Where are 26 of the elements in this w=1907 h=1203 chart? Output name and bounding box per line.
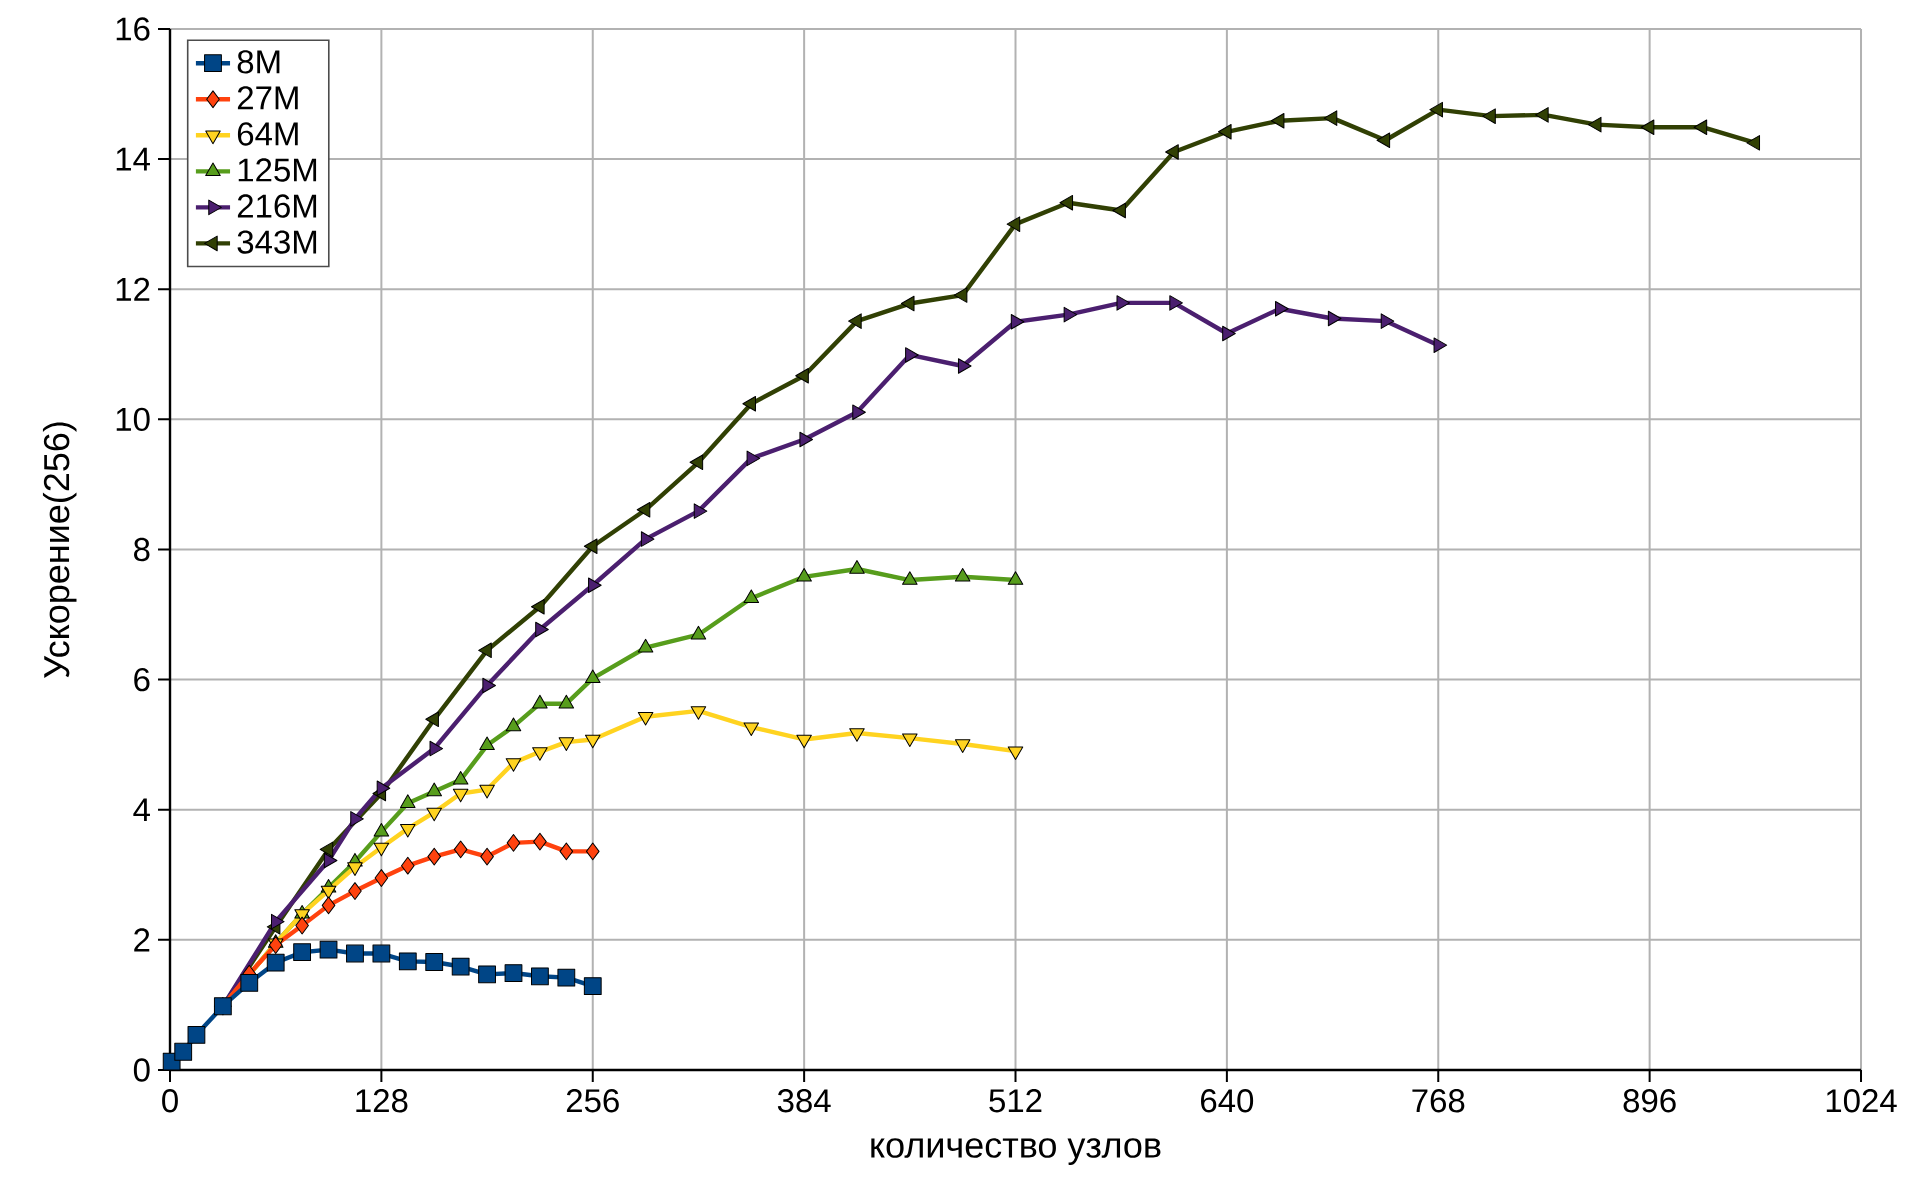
y-tick-label: 14 (116, 147, 150, 171)
y-tick-label: 4 (133, 798, 150, 822)
y-tick-label: 8 (134, 537, 150, 562)
x-tick-label: 1024 (1826, 1089, 1897, 1113)
x-tick-label: 768 (1412, 1089, 1465, 1113)
x-tick-label: 256 (566, 1089, 619, 1113)
legend-label: 125M (238, 158, 317, 182)
y-axis-title: Ускорение(256) (42, 422, 77, 678)
y-tick-label: 10 (116, 407, 150, 432)
y-tick-label: 0 (133, 1058, 150, 1082)
y-tick-label: 6 (134, 667, 150, 692)
x-tick-label: 512 (989, 1089, 1042, 1113)
x-tick-label: 384 (777, 1089, 831, 1113)
legend-label: 27M (237, 86, 298, 110)
y-tick-label: 2 (134, 928, 150, 952)
y-tick-label: 16 (116, 17, 150, 41)
x-axis-title: количество узлов (871, 1138, 1161, 1165)
legend-label: 64M (237, 122, 298, 146)
x-tick-label: 0 (162, 1089, 178, 1113)
x-tick-label: 128 (356, 1089, 408, 1113)
legend-label: 216M (237, 194, 317, 218)
legend-label: 343M (237, 230, 317, 254)
x-tick-label: 896 (1623, 1089, 1676, 1113)
legend-label: 8M (237, 50, 280, 74)
y-tick-label: 12 (116, 277, 150, 301)
x-tick-label: 640 (1201, 1089, 1254, 1113)
